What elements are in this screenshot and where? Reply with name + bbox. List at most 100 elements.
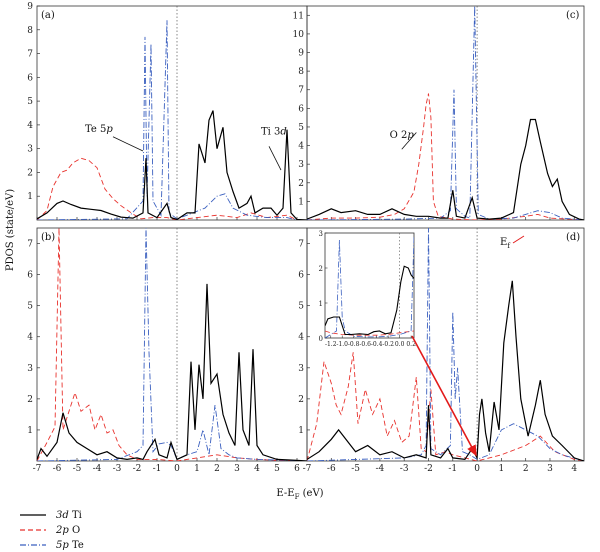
- legend-label-italic: 3d: [56, 509, 69, 521]
- panel-d-xtick-label: -1: [448, 464, 457, 474]
- panel-c-frame: [306, 5, 585, 221]
- panel-d-xtick-label: 1: [499, 464, 505, 474]
- panel-a-ytick-label: 3: [27, 145, 33, 155]
- panel-b-xtick-label: -3: [113, 464, 122, 474]
- legend-swatch: [20, 544, 46, 546]
- panel-b-series-2p-o: [37, 228, 307, 461]
- panel-c-ytick-label: 10: [293, 30, 305, 40]
- panel-d-series-2p-o: [307, 352, 584, 461]
- panel-b-xtick-label: 6: [294, 464, 300, 474]
- inset-arrow: [411, 335, 477, 457]
- y-axis-label: PDOS (state/eV): [5, 189, 16, 271]
- panel-c-ytick-label: 11: [293, 11, 304, 21]
- legend-item: 3d Ti: [20, 508, 82, 522]
- panel-b-ytick-label: 3: [27, 364, 33, 374]
- panel-b-ytick-label: 5: [27, 302, 33, 312]
- panel-c-ytick-label: 8: [298, 67, 304, 77]
- legend-label-italic: 2p: [56, 524, 69, 536]
- panel-a-ytick-label: 4: [27, 121, 33, 131]
- inset-xtick-label: 0.2: [406, 341, 416, 348]
- panel-a-ytick-label: 1: [27, 192, 33, 202]
- panel-d-ytick-label: 2: [298, 395, 304, 405]
- panel-d-ytick-label: 6: [298, 271, 304, 281]
- panel-c-ytick-label: 6: [298, 104, 304, 114]
- panel-b-label: (b): [41, 232, 55, 243]
- panel-c-label: (c): [566, 10, 580, 21]
- panel-a-ytick-label: 7: [27, 50, 33, 60]
- panel-d-series-5p-te: [307, 228, 584, 461]
- x-axis-label-main: E-E: [276, 488, 295, 499]
- panels-group: 1 2 3 4 5 6 7 8 9 (a) Te 5p Ti 3d 1 2 3 4 5 6 7 -7 -6 -5 -4 -3 -…: [27, 2, 585, 474]
- inset-xtick-label: -1.0: [336, 341, 348, 348]
- panel-d-xtick-label: -4: [376, 464, 385, 474]
- leader-ti3d: [268, 146, 282, 171]
- legend-label: O: [68, 524, 81, 536]
- panel-b-series-3d-ti: [37, 283, 307, 461]
- x-axis-label-sub: F: [294, 493, 300, 501]
- panel-c-ytick-label: 5: [298, 123, 304, 133]
- panel-a-annotation: Ti 3d: [261, 126, 287, 137]
- panel-d-ytick-label: 7: [298, 240, 304, 250]
- panel-b-series-5p-te: [37, 228, 307, 461]
- panel-d-ytick-label: 4: [298, 333, 304, 343]
- inset-series-3d-ti: [325, 265, 414, 336]
- panel-b-ytick-label: 7: [27, 240, 33, 250]
- panel-b-frame: [36, 227, 308, 462]
- inset-series-5p-te: [325, 236, 414, 338]
- inset-ytick-label: 1: [319, 300, 323, 308]
- legend-swatch: [20, 514, 46, 516]
- inset-xtick-label: -0.8: [348, 341, 360, 348]
- legend-label-italic: 5p: [56, 539, 69, 551]
- panel-a-ytick-label: 5: [27, 97, 33, 107]
- panel-a-ytick-label: 9: [27, 2, 33, 12]
- panel-a-ytick-label: 6: [27, 73, 33, 83]
- panel-b-xtick-label: 0: [174, 464, 180, 474]
- panel-c-series-3d-ti: [307, 118, 584, 220]
- legend-item: 2p O: [20, 523, 80, 537]
- panel-c-series-5p-te: [307, 6, 584, 220]
- panel-d-xtick-label: 4: [571, 464, 577, 474]
- panel-c-ytick-label: 7: [298, 86, 304, 96]
- legend-item: 5p Te: [20, 538, 84, 552]
- panel-a-ytick-label: 8: [27, 26, 33, 36]
- legend-swatch: [20, 529, 46, 531]
- fermi-label: Ef: [500, 237, 511, 250]
- panel-d-series-3d-ti: [307, 280, 584, 461]
- panel-b-xtick-label: -5: [73, 464, 82, 474]
- x-axis-label: E-EF (eV): [0, 488, 600, 501]
- panel-b-xtick-label: 2: [214, 464, 220, 474]
- panel-b-xtick-label: 5: [274, 464, 280, 474]
- panel-d-xtick-label: 0: [474, 464, 480, 474]
- panel-d-label: (d): [566, 232, 580, 243]
- inset-xtick-label: 0.0: [395, 341, 405, 348]
- panel-d-xtick-label: -2: [424, 464, 433, 474]
- inset-ytick-label: 3: [319, 230, 323, 238]
- inset-ytick-label: 2: [319, 265, 323, 273]
- panel-c-series-2p-o: [307, 93, 584, 220]
- panel-d-xtick-label: -6: [327, 464, 336, 474]
- panel-c-ytick-label: 3: [298, 160, 304, 170]
- panel-d-xtick-label: -3: [400, 464, 409, 474]
- panel-c-ytick-label: 1: [298, 197, 304, 207]
- inset-xtick-label: -0.2: [382, 341, 394, 348]
- panel-d-ytick-label: 3: [298, 364, 304, 374]
- panel-a-series-2p-o: [37, 157, 307, 220]
- panel-d-xtick-label: 3: [547, 464, 553, 474]
- panel-a: 1 2 3 4 5 6 7 8 9 (a) Te 5p Ti 3d: [27, 2, 308, 221]
- inset-series-2p-o: [325, 330, 414, 336]
- inset: 0 1 2 3 -1.2 -1.0 -0.8 -0.6 -0.4 -0.2 0.0 0.2: [319, 230, 417, 348]
- panel-c-annotation: O 2p: [390, 130, 415, 141]
- panel-b-xtick-label: -6: [53, 464, 62, 474]
- overlay-group: 0 1 2 3 -1.2 -1.0 -0.8 -0.6 -0.4 -0.2 0.0 0.2 Ef: [112, 132, 525, 457]
- panel-a-series-5p-te: [37, 20, 307, 220]
- panel-c-ytick-label: 2: [298, 179, 304, 189]
- panel-b-xtick-label: 1: [194, 464, 200, 474]
- panel-c: 1 2 3 4 5 6 7 8 9 10 11 (c) O 2p: [293, 5, 585, 221]
- panel-d-xtick-label: -5: [351, 464, 360, 474]
- panel-b-ytick-label: 6: [27, 271, 33, 281]
- panel-a-ytick-label: 2: [27, 168, 33, 178]
- panel-d: 1 2 3 4 5 6 7 -7 -6 -5 -4 -3 -2 -1 0 1 2 3 4 (d): [298, 227, 585, 474]
- inset-xtick-label: -1.2: [325, 341, 337, 348]
- panel-c-ytick-label: 4: [298, 142, 304, 152]
